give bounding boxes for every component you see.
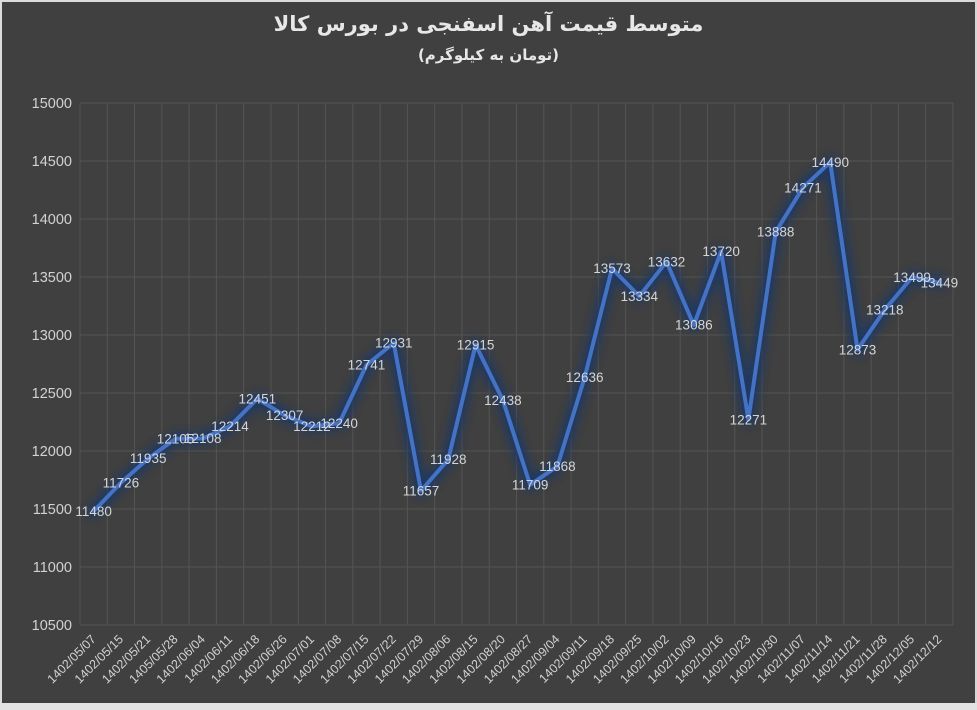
- data-label: 11709: [512, 477, 549, 492]
- data-label: 13218: [866, 302, 904, 317]
- y-tick-label: 11500: [33, 502, 72, 518]
- y-tick-label: 10500: [32, 618, 72, 634]
- y-tick-label: 12000: [32, 444, 72, 460]
- data-label: 12451: [239, 391, 277, 406]
- data-label: 13499: [893, 270, 931, 285]
- y-tick-label: 15000: [32, 96, 72, 112]
- data-label: 11726: [103, 475, 140, 490]
- chart-title: متوسط قیمت آهن اسفنجی در بورس کالا: [273, 12, 704, 36]
- data-label: 13888: [757, 225, 795, 240]
- data-label: 12438: [484, 393, 522, 408]
- data-label: 13086: [675, 318, 713, 333]
- data-label: 11935: [130, 451, 167, 466]
- data-label: 12636: [566, 370, 604, 385]
- frame-edge-left: [0, 0, 2, 710]
- data-label: 11868: [539, 459, 576, 474]
- y-tick-label: 11000: [33, 560, 72, 576]
- data-label: 12873: [839, 342, 877, 357]
- data-label: 13720: [702, 244, 740, 259]
- y-tick-label: 13000: [32, 328, 72, 344]
- data-label: 12214: [211, 419, 249, 434]
- data-label: 12105: [157, 432, 195, 447]
- y-tick-label: 14000: [32, 212, 72, 228]
- data-label: 13334: [620, 289, 658, 304]
- data-label: 14271: [784, 180, 822, 195]
- data-label: 12741: [348, 358, 386, 373]
- frame-edge-right: [975, 0, 977, 710]
- data-label: 13449: [921, 276, 959, 291]
- y-tick-label: 12500: [32, 386, 72, 402]
- frame-edge-bottom: [0, 703, 977, 710]
- data-label: 11928: [430, 452, 467, 467]
- data-label: 12108: [184, 431, 222, 446]
- data-label: 13573: [593, 261, 631, 276]
- data-label: 14490: [811, 155, 849, 170]
- data-label: 12240: [320, 416, 358, 431]
- data-label: 11657: [403, 483, 440, 498]
- data-label: 13632: [648, 254, 686, 269]
- price-line: [91, 160, 942, 514]
- data-label: 12307: [266, 408, 304, 423]
- data-label: 12212: [293, 419, 331, 434]
- data-label: 12915: [457, 338, 495, 353]
- y-tick-label: 13500: [32, 270, 72, 286]
- frame-edge-top: [0, 0, 977, 2]
- data-label: 12931: [375, 336, 413, 351]
- chart-subtitle: (تومان به کیلوگرم): [417, 46, 560, 64]
- data-label: 12271: [730, 412, 768, 427]
- data-label: 11480: [75, 504, 112, 519]
- y-tick-label: 14500: [32, 154, 72, 170]
